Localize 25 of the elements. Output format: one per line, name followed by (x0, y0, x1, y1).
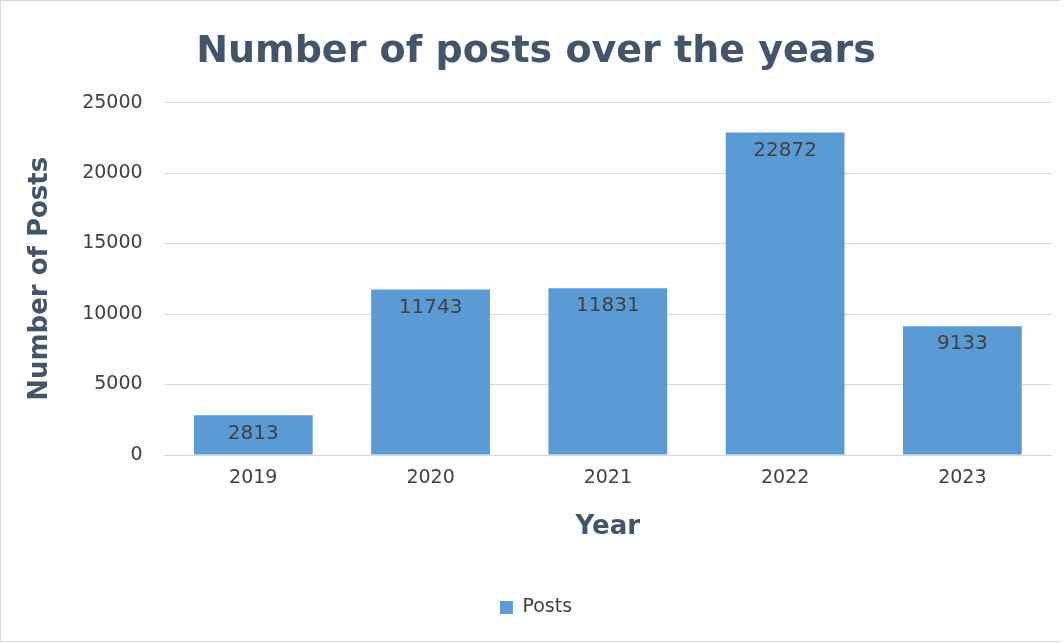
bar (371, 289, 490, 455)
y-tick-label: 20000 (82, 160, 143, 183)
x-tick-label: 2022 (760, 465, 810, 488)
data-label: 2813 (227, 419, 279, 444)
x-axis-title: Year (574, 510, 641, 541)
y-tick-label: 10000 (82, 300, 143, 323)
x-tick-label: 2023 (938, 465, 987, 488)
x-tick-label: 2020 (406, 465, 455, 488)
data-label: 22872 (753, 136, 817, 161)
y-tick-label: 15000 (82, 230, 143, 253)
y-tick-label: 25000 (82, 89, 143, 112)
y-tick-label: 5000 (94, 371, 143, 394)
data-label: 11743 (398, 293, 463, 318)
y-axis-title: Number of Posts (23, 156, 54, 401)
data-label: 11831 (576, 292, 640, 317)
y-tick-label: 0 (130, 441, 143, 464)
data-label: 9133 (936, 330, 988, 355)
bar (902, 326, 1022, 455)
legend-label: Posts (522, 594, 573, 617)
x-tick-label: 2021 (583, 465, 632, 488)
bar (193, 415, 313, 455)
chart-title: Number of posts over the years (196, 26, 876, 71)
bar (725, 132, 845, 455)
x-tick-label: 2019 (229, 465, 278, 488)
bar (548, 288, 668, 455)
